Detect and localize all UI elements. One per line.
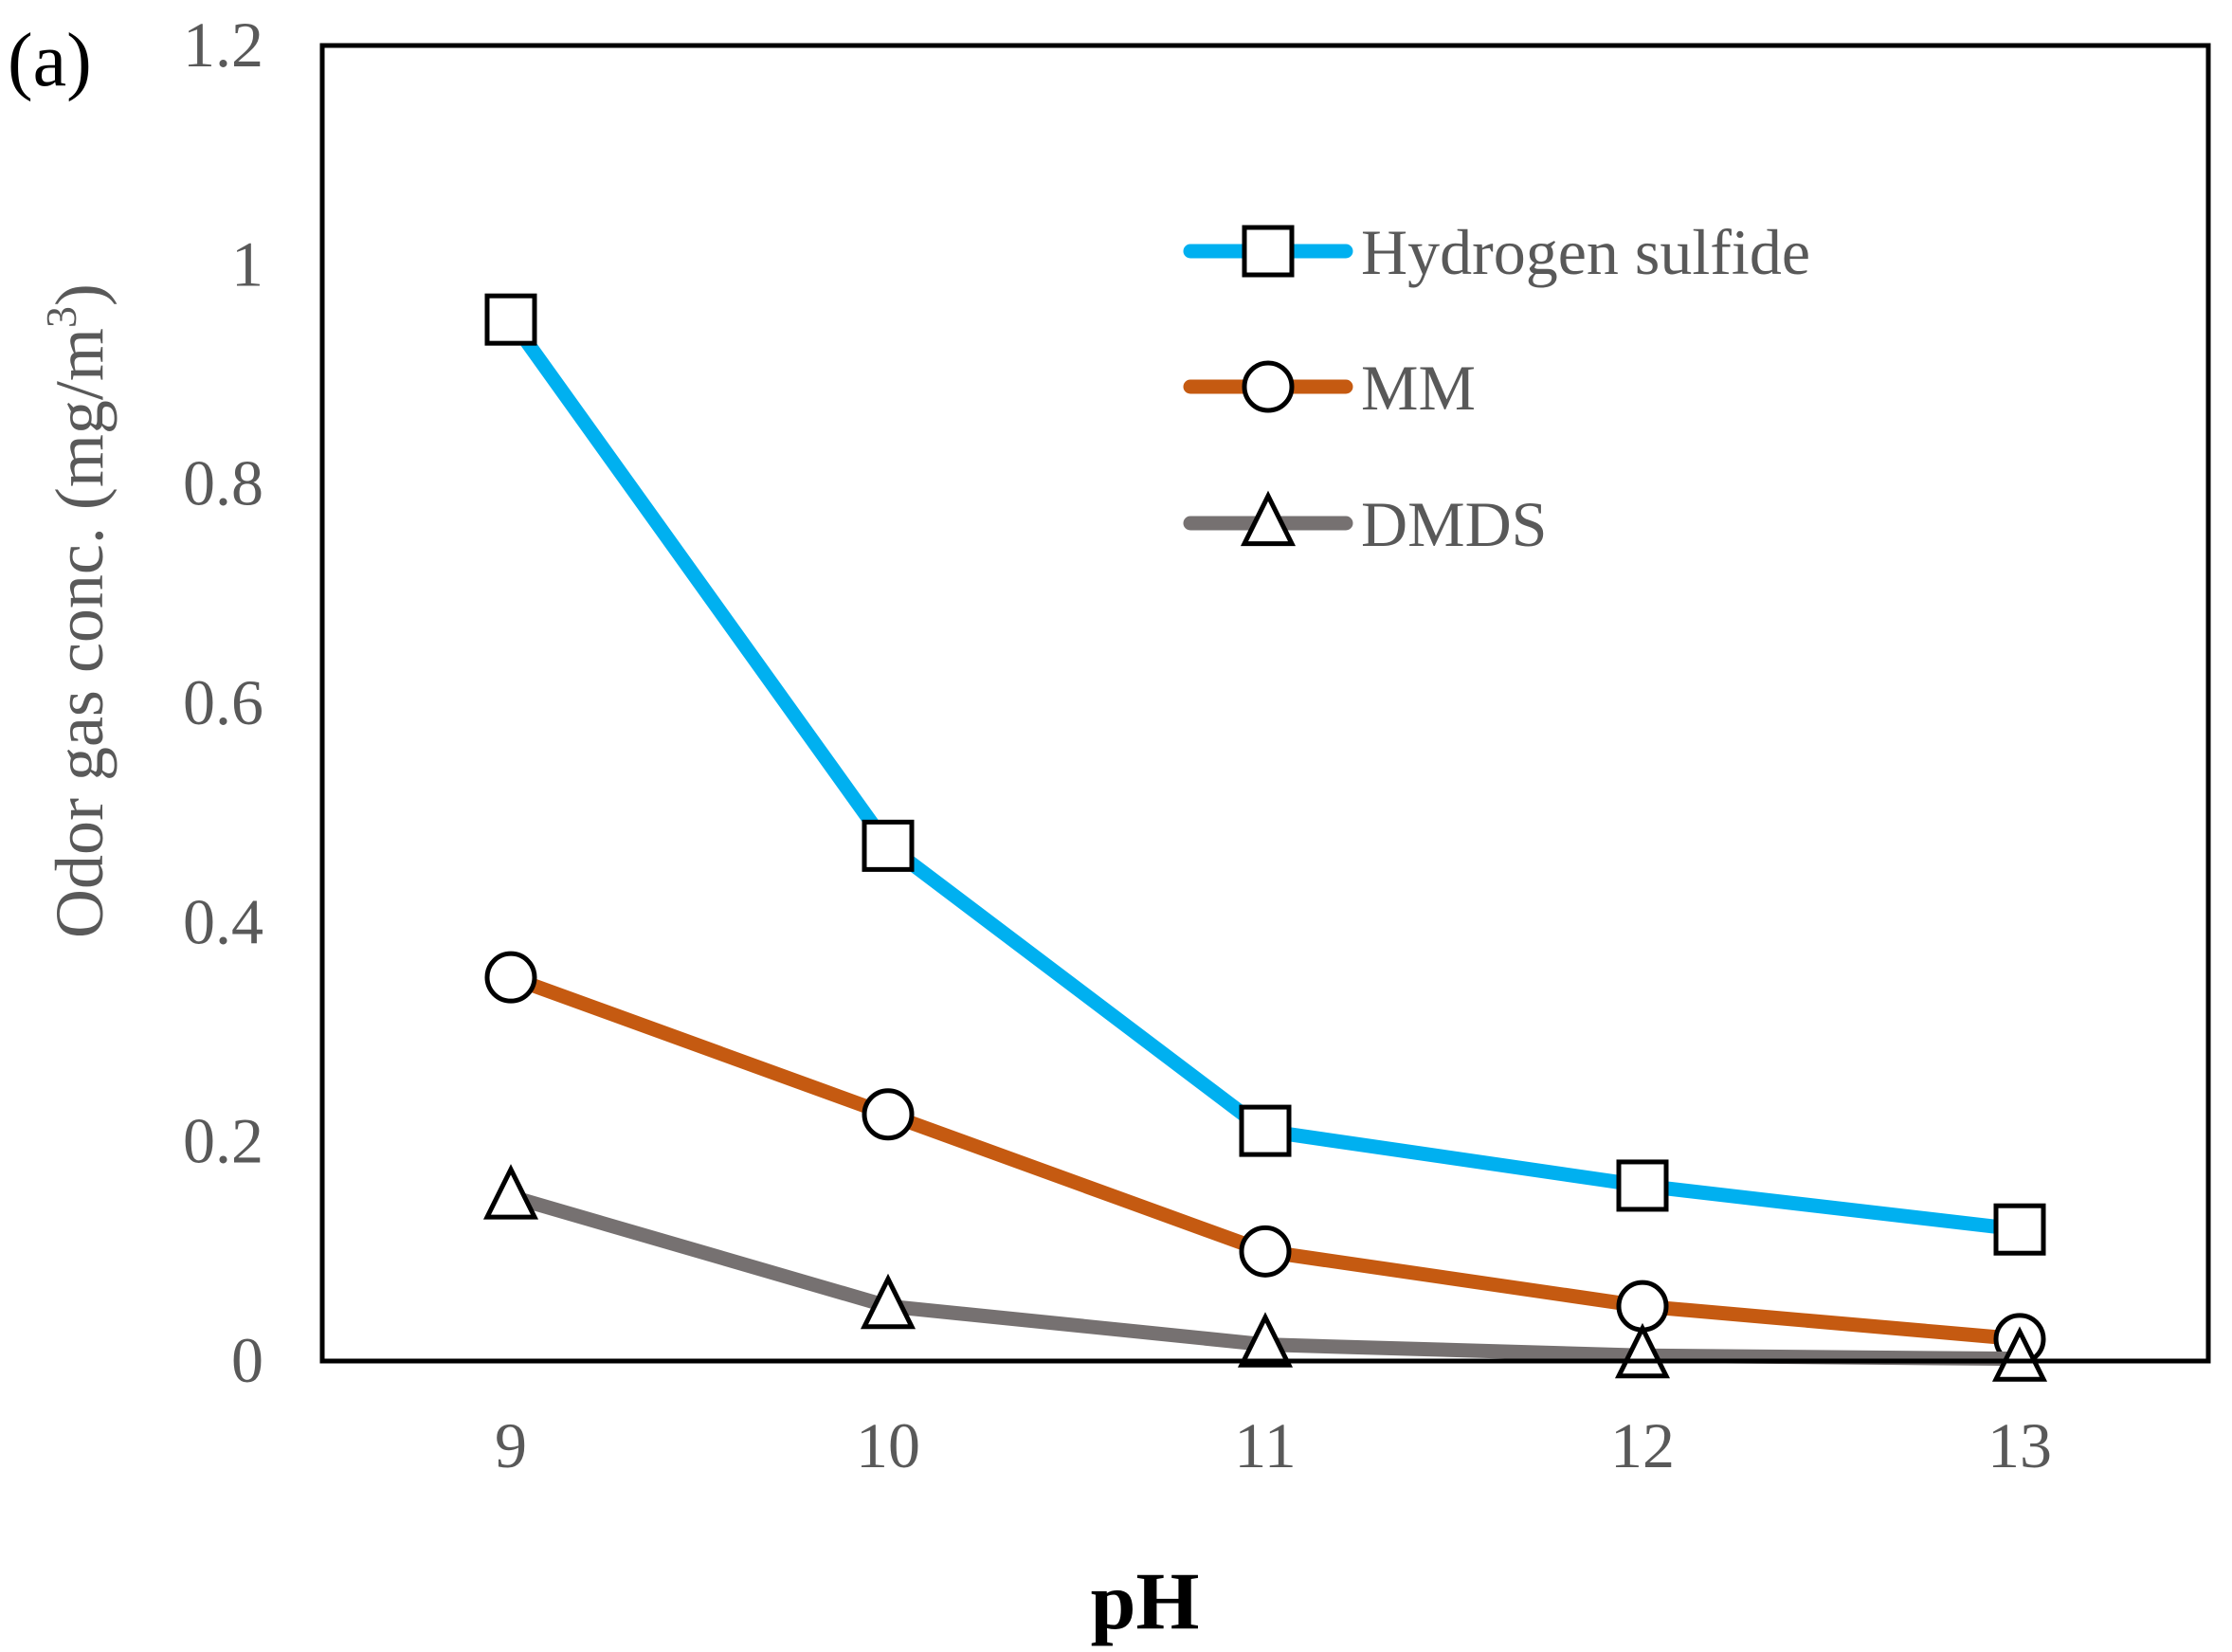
x-tick-label: 13 bbox=[1987, 1409, 2052, 1481]
data-point-mm bbox=[862, 1088, 915, 1141]
series-layer bbox=[482, 293, 2048, 1382]
x-tick-label: 9 bbox=[495, 1409, 527, 1481]
data-point-dmds bbox=[860, 1273, 916, 1330]
x-axis-tick-labels: 9 10 11 12 13 bbox=[495, 1409, 2052, 1481]
data-point-hydrogen-sulfide bbox=[484, 293, 537, 346]
data-point-hydrogen-sulfide bbox=[1616, 1159, 1669, 1212]
y-tick-label: 1.2 bbox=[183, 9, 263, 81]
y-tick-label: 0.2 bbox=[183, 1105, 263, 1177]
y-tick-label: 0 bbox=[231, 1324, 263, 1396]
x-tick-label: 11 bbox=[1234, 1409, 1296, 1481]
series-dmds bbox=[482, 1164, 2048, 1382]
data-point-mm bbox=[484, 951, 537, 1004]
legend-item-dmds: DMDS bbox=[1183, 488, 1548, 560]
panel-label: (a) bbox=[8, 19, 92, 102]
data-point-dmds bbox=[1614, 1322, 1671, 1379]
legend-label: Hydrogen sulfide bbox=[1361, 216, 1810, 288]
data-point-dmds bbox=[1237, 1312, 1294, 1368]
series-line-mm bbox=[503, 970, 2027, 1347]
data-point-mm bbox=[1239, 1225, 1292, 1278]
y-tick-label: 1 bbox=[231, 227, 263, 300]
legend: Hydrogen sulfide MM DMDS bbox=[1183, 216, 1810, 560]
y-tick-label: 0.6 bbox=[183, 666, 263, 738]
data-point-dmds bbox=[1991, 1326, 2048, 1382]
x-tick-label: 10 bbox=[856, 1409, 920, 1481]
series-line-hydrogen-sulfide bbox=[503, 312, 2027, 1237]
legend-marker bbox=[1240, 490, 1297, 547]
data-point-mm bbox=[1616, 1280, 1669, 1333]
legend-item-mm: MM bbox=[1183, 352, 1476, 424]
series-hydrogen-sulfide bbox=[484, 293, 2046, 1256]
x-axis-title: pH bbox=[1091, 1555, 1200, 1646]
series-mm bbox=[484, 951, 2046, 1366]
y-axis-title: Odor gas conc. (mg/m3) bbox=[37, 283, 118, 938]
legend-marker bbox=[1242, 360, 1295, 413]
y-tick-label: 0.4 bbox=[183, 885, 263, 957]
y-tick-label: 0.8 bbox=[183, 447, 263, 519]
data-point-hydrogen-sulfide bbox=[862, 819, 915, 872]
legend-marker bbox=[1242, 225, 1295, 278]
legend-item-hydrogen-sulfide: Hydrogen sulfide bbox=[1183, 216, 1810, 288]
legend-label: MM bbox=[1361, 352, 1476, 424]
legend-label: DMDS bbox=[1361, 488, 1548, 560]
y-axis-tick-labels: 0 0.2 0.4 0.6 0.8 1 1.2 bbox=[183, 9, 263, 1396]
x-tick-label: 12 bbox=[1610, 1409, 1675, 1481]
plot-area-frame bbox=[319, 43, 2211, 1364]
data-point-dmds bbox=[482, 1164, 539, 1220]
data-point-hydrogen-sulfide bbox=[1993, 1203, 2046, 1256]
data-point-hydrogen-sulfide bbox=[1239, 1104, 1292, 1157]
